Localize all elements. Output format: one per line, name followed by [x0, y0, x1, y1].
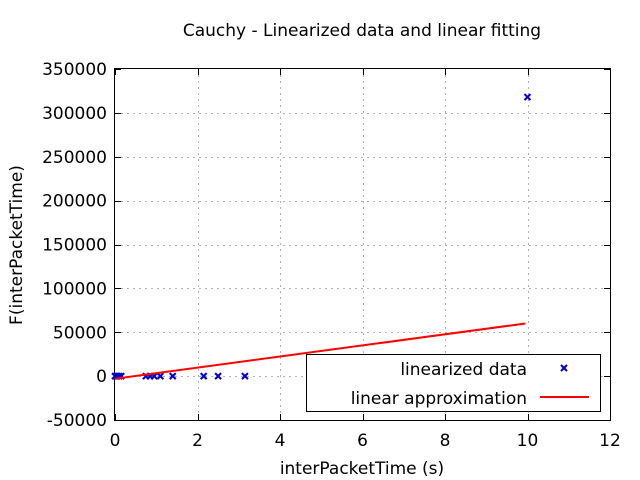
- legend-label-linear-approximation: linear approximation: [351, 389, 527, 409]
- legend: linearized data linear approximation: [306, 354, 601, 412]
- y-tick-label: 250000: [42, 148, 107, 168]
- data-point: [214, 372, 222, 380]
- linear-approximation-line: [114, 322, 526, 380]
- x-axis-label: interPacketTime (s): [280, 459, 444, 479]
- data-point: [156, 372, 165, 380]
- legend-marker-linearized-data: [560, 364, 568, 372]
- data-point: [241, 372, 249, 380]
- x-tick-label: 2: [192, 431, 203, 451]
- y-tick-label: 350000: [42, 60, 107, 80]
- y-tick-label: 0: [96, 367, 107, 387]
- x-tick-label: 8: [440, 431, 451, 451]
- x-tick-label: 0: [110, 431, 121, 451]
- legend-marker-x: [560, 364, 568, 372]
- data-point: [523, 93, 532, 101]
- y-tick-label: 50000: [53, 323, 107, 343]
- data-point: [169, 372, 177, 380]
- y-tick-label: 200000: [42, 192, 107, 212]
- x-tick-label: 10: [517, 431, 539, 451]
- y-axis-label: F(interPacketTime): [7, 165, 27, 325]
- x-tick-label: 12: [599, 431, 621, 451]
- y-tick-label: 150000: [42, 236, 107, 256]
- y-tick-label: -50000: [47, 411, 107, 431]
- plot-frame: [114, 68, 611, 421]
- chart-title: Cauchy - Linearized data and linear fitt…: [183, 21, 541, 41]
- legend-box: [306, 354, 601, 412]
- x-tick-label: 4: [275, 431, 286, 451]
- data-point: [199, 372, 208, 380]
- y-tick-label: 300000: [42, 104, 107, 124]
- data-layer: [111, 93, 532, 380]
- axis-ticks: 0 2 4 6 8 10 12-500000500001000001500002000002…: [42, 60, 621, 451]
- y-tick-label: 100000: [42, 279, 107, 299]
- x-tick-label: 6: [357, 431, 368, 451]
- legend-label-linearized-data: linearized data: [400, 360, 527, 380]
